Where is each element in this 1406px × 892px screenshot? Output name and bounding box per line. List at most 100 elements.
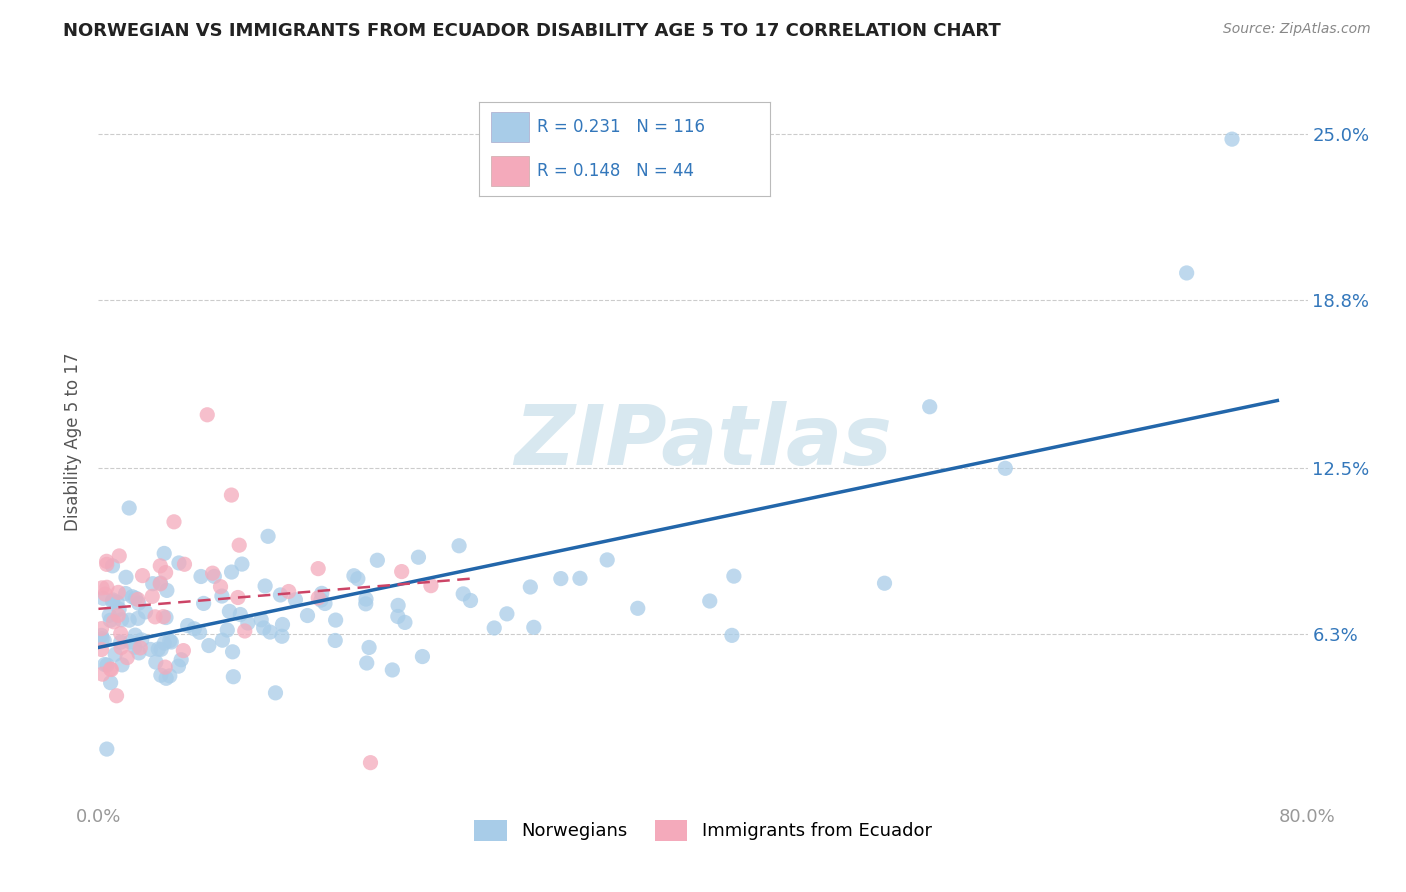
Point bbox=[145, 655, 167, 669]
Point bbox=[271, 629, 294, 643]
Point bbox=[519, 580, 541, 594]
Point bbox=[264, 686, 287, 700]
Point bbox=[221, 565, 243, 579]
Point bbox=[153, 546, 176, 560]
Point bbox=[96, 558, 118, 572]
Point bbox=[90, 628, 112, 642]
Point bbox=[103, 615, 125, 629]
Point bbox=[550, 572, 572, 586]
Legend: Norwegians, Immigrants from Ecuador: Norwegians, Immigrants from Ecuador bbox=[467, 813, 939, 848]
Point bbox=[150, 642, 173, 657]
Point bbox=[170, 653, 193, 667]
Point bbox=[121, 590, 143, 604]
Point bbox=[284, 592, 307, 607]
Point bbox=[100, 662, 122, 676]
Point bbox=[198, 639, 221, 653]
Point bbox=[96, 580, 118, 594]
Point bbox=[98, 608, 121, 623]
Point bbox=[259, 625, 281, 640]
Point bbox=[211, 589, 233, 603]
Point bbox=[257, 529, 280, 543]
Point bbox=[387, 599, 409, 613]
Point bbox=[124, 628, 146, 642]
Point bbox=[107, 585, 129, 599]
Point bbox=[918, 400, 941, 414]
Point bbox=[110, 613, 132, 627]
Point bbox=[114, 586, 136, 600]
Point bbox=[269, 588, 291, 602]
Point bbox=[96, 658, 118, 673]
Point bbox=[1175, 266, 1198, 280]
Point bbox=[1220, 132, 1243, 146]
Point bbox=[148, 642, 170, 657]
Point bbox=[195, 408, 218, 422]
Point bbox=[193, 596, 215, 610]
Point bbox=[141, 590, 163, 604]
Point bbox=[163, 515, 186, 529]
Point bbox=[721, 628, 744, 642]
Point bbox=[236, 615, 259, 630]
Point bbox=[253, 621, 276, 635]
Point bbox=[173, 558, 195, 572]
Point bbox=[159, 633, 181, 648]
Point bbox=[271, 617, 294, 632]
Point bbox=[496, 607, 519, 621]
Point bbox=[356, 656, 378, 670]
Point bbox=[994, 461, 1017, 475]
Point bbox=[156, 583, 179, 598]
Point bbox=[91, 632, 114, 646]
Point bbox=[233, 624, 256, 638]
Point bbox=[110, 635, 132, 649]
Point bbox=[124, 591, 146, 606]
Point bbox=[228, 538, 250, 552]
Point bbox=[90, 622, 112, 636]
Point bbox=[523, 620, 546, 634]
Point bbox=[149, 577, 172, 591]
Text: NORWEGIAN VS IMMIGRANTS FROM ECUADOR DISABILITY AGE 5 TO 17 CORRELATION CHART: NORWEGIAN VS IMMIGRANTS FROM ECUADOR DIS… bbox=[63, 22, 1001, 40]
Point bbox=[152, 609, 174, 624]
Point bbox=[155, 610, 177, 624]
Text: Source: ZipAtlas.com: Source: ZipAtlas.com bbox=[1223, 22, 1371, 37]
Point bbox=[222, 670, 245, 684]
Point bbox=[277, 584, 299, 599]
Point bbox=[149, 668, 172, 682]
Point bbox=[347, 572, 370, 586]
Point bbox=[91, 591, 114, 606]
Point bbox=[699, 594, 721, 608]
Point bbox=[105, 595, 128, 609]
Point bbox=[394, 615, 416, 630]
Point bbox=[218, 604, 240, 618]
Point bbox=[108, 549, 131, 563]
Point bbox=[110, 640, 132, 655]
Point bbox=[254, 579, 277, 593]
Point bbox=[568, 571, 591, 585]
Point bbox=[873, 576, 896, 591]
Point bbox=[160, 635, 183, 649]
Point bbox=[105, 689, 128, 703]
Point bbox=[127, 592, 149, 607]
Point bbox=[408, 550, 430, 565]
Point bbox=[128, 596, 150, 610]
Point bbox=[167, 659, 190, 673]
Point bbox=[297, 608, 319, 623]
Point bbox=[129, 640, 152, 655]
Point bbox=[120, 635, 142, 649]
Y-axis label: Disability Age 5 to 17: Disability Age 5 to 17 bbox=[65, 352, 83, 531]
Point bbox=[94, 587, 117, 601]
Point bbox=[135, 605, 157, 619]
Point bbox=[131, 632, 153, 647]
Point bbox=[357, 640, 380, 655]
Point bbox=[229, 607, 252, 622]
Point bbox=[94, 657, 117, 672]
Point bbox=[159, 669, 181, 683]
Point bbox=[101, 594, 124, 608]
Point bbox=[143, 610, 166, 624]
Point bbox=[460, 593, 482, 607]
Point bbox=[111, 657, 134, 672]
Point bbox=[118, 613, 141, 627]
Point bbox=[343, 568, 366, 582]
Point bbox=[101, 558, 124, 573]
Point bbox=[108, 602, 131, 616]
Point bbox=[231, 557, 253, 571]
Point bbox=[323, 633, 346, 648]
